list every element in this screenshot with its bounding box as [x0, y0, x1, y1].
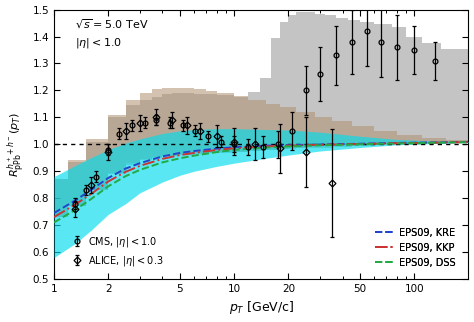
- Text: $\sqrt{s} = 5.0$ TeV
$|\eta| < 1.0$: $\sqrt{s} = 5.0$ TeV $|\eta| < 1.0$: [75, 18, 148, 50]
- Y-axis label: $R_{\mathrm{pPb}}^{h^++h^-}(p_T)$: $R_{\mathrm{pPb}}^{h^++h^-}(p_T)$: [6, 112, 27, 177]
- Legend: EPS09, KRE, EPS09, KKP, EPS09, DSS: EPS09, KRE, EPS09, KKP, EPS09, DSS: [371, 224, 459, 271]
- X-axis label: $p_T$ [GeV/c]: $p_T$ [GeV/c]: [228, 299, 294, 317]
